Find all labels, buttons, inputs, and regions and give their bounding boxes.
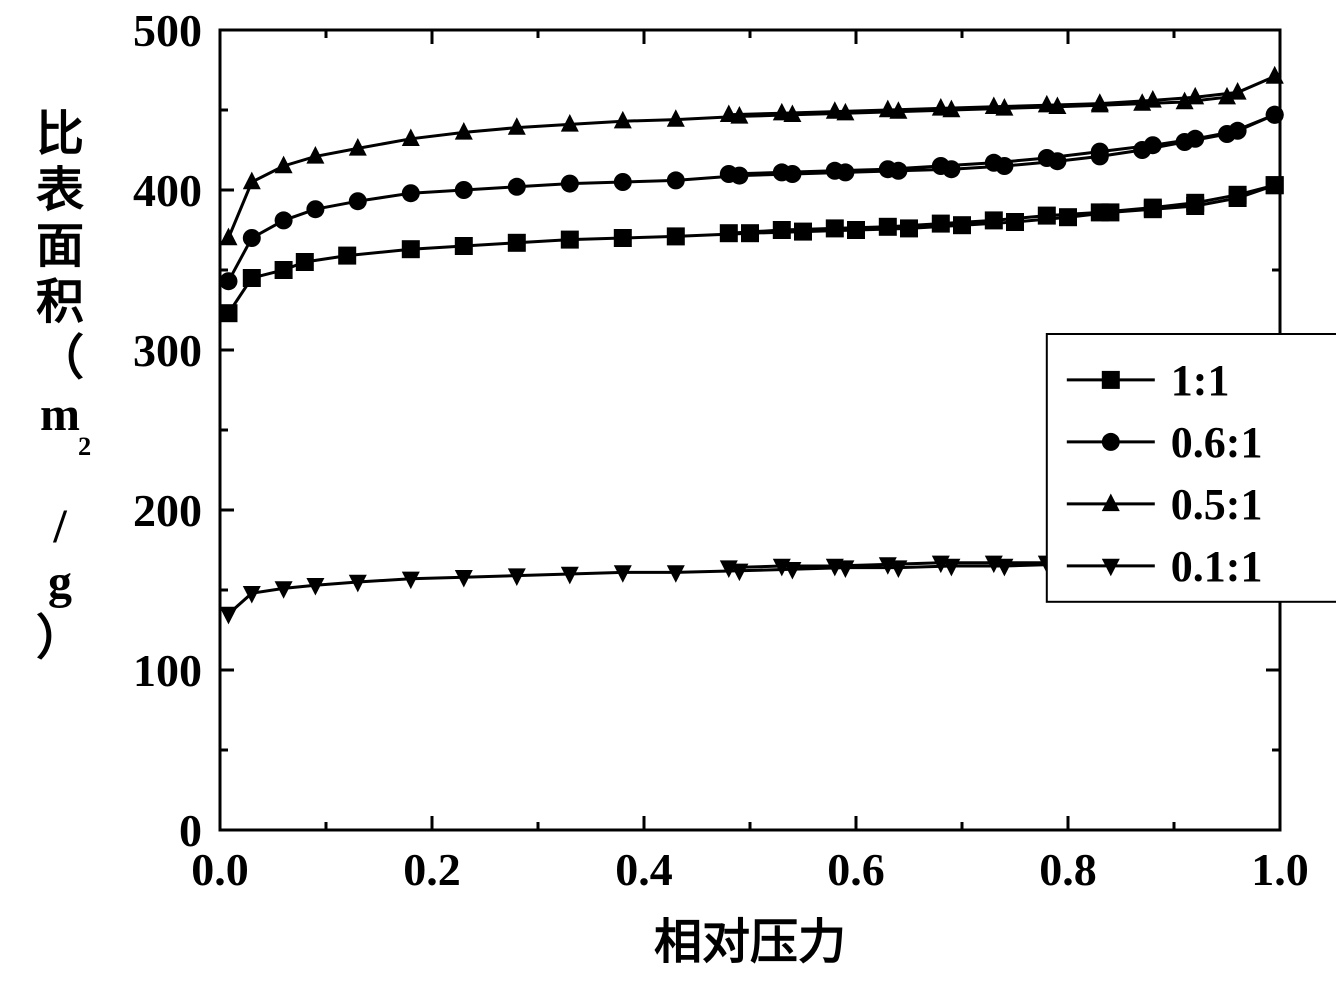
svg-text:表: 表 <box>36 164 84 217</box>
svg-text:比: 比 <box>36 108 84 161</box>
legend: 1:1 0.6:1 0.5:1 0.1:1 <box>1047 334 1336 602</box>
legend-label: 0.6:1 <box>1171 418 1263 467</box>
svg-text:）: ） <box>36 612 84 665</box>
chart-container: 0.00.20.40.60.81.00100200300400500相对压力比表… <box>0 0 1336 988</box>
x-tick-label: 0.8 <box>1039 844 1097 895</box>
legend-label: 0.5:1 <box>1171 480 1263 529</box>
x-tick-label: 0.2 <box>403 844 461 895</box>
x-tick-label: 0.4 <box>615 844 673 895</box>
y-tick-label: 0 <box>179 805 202 856</box>
svg-text:积: 积 <box>36 276 84 329</box>
chart-svg: 0.00.20.40.60.81.00100200300400500相对压力比表… <box>0 0 1336 988</box>
svg-text:2: 2 <box>78 431 91 461</box>
x-tick-label: 1.0 <box>1251 844 1309 895</box>
y-tick-label: 300 <box>133 325 202 376</box>
y-tick-label: 100 <box>133 645 202 696</box>
svg-text:面: 面 <box>36 220 84 273</box>
x-axis-label: 相对压力 <box>654 916 846 969</box>
x-tick-label: 0.6 <box>827 844 885 895</box>
y-tick-label: 400 <box>133 165 202 216</box>
svg-text:/: / <box>52 500 67 553</box>
y-tick-label: 500 <box>133 5 202 56</box>
svg-text:（: （ <box>36 332 84 385</box>
y-tick-label: 200 <box>133 485 202 536</box>
svg-text:g: g <box>48 556 72 609</box>
legend-label: 0.1:1 <box>1171 542 1263 591</box>
svg-text:m: m <box>40 388 80 441</box>
legend-label: 1:1 <box>1171 356 1230 405</box>
